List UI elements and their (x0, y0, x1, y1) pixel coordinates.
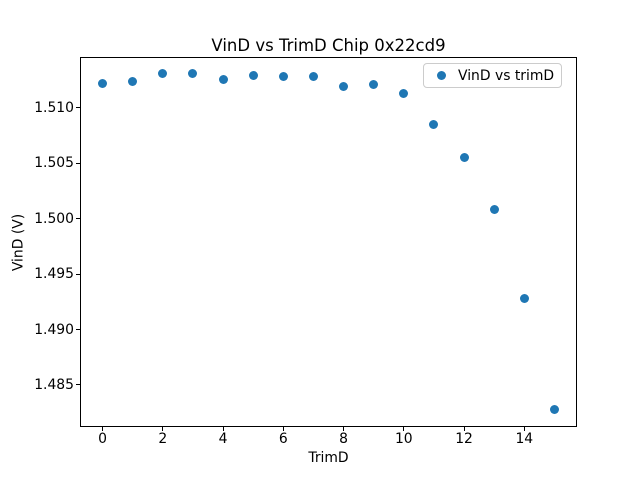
x-axis-label: TrimD (308, 450, 349, 466)
x-tick-mark (162, 427, 164, 431)
y-tick-mark (76, 107, 80, 109)
y-tick-label: 1.495 (34, 266, 74, 283)
y-tick-label: 1.505 (34, 155, 74, 172)
data-point (549, 404, 559, 414)
x-tick-mark (282, 427, 284, 431)
y-tick-mark (76, 218, 80, 220)
y-tick-mark (76, 162, 80, 164)
data-point (399, 89, 409, 99)
legend-label: VinD vs trimD (458, 67, 555, 84)
data-point (158, 69, 168, 79)
x-tick-label: 0 (98, 431, 107, 447)
data-point (519, 293, 529, 303)
data-point (429, 120, 439, 130)
y-tick-label: 1.485 (34, 376, 74, 393)
x-tick-mark (463, 427, 465, 431)
data-point (369, 80, 379, 90)
y-tick-label: 1.500 (34, 210, 74, 227)
x-tick-mark (523, 427, 525, 431)
x-tick-label: 4 (218, 431, 228, 447)
x-tick-label: 12 (455, 431, 473, 447)
y-tick-mark (76, 329, 80, 330)
data-point (489, 205, 499, 215)
y-tick-label: 1.490 (34, 321, 74, 338)
x-tick-label: 10 (394, 431, 413, 447)
x-tick-mark (102, 427, 104, 431)
y-tick-mark (76, 273, 80, 275)
data-point (128, 76, 138, 86)
y-tick-label: 1.510 (34, 99, 74, 116)
data-point (248, 71, 258, 81)
data-point (188, 69, 198, 79)
data-point (98, 79, 108, 89)
data-point (308, 72, 318, 82)
legend-marker-dot (437, 71, 446, 80)
data-point (339, 82, 349, 92)
x-tick-label: 6 (278, 431, 288, 447)
x-tick-mark (343, 427, 345, 431)
chart-title: VinD vs TrimD Chip 0x22cd9 (211, 36, 446, 55)
y-tick-mark (76, 384, 80, 386)
x-tick-label: 8 (339, 431, 348, 447)
data-point (218, 74, 228, 84)
legend: VinD vs trimD (423, 63, 562, 88)
plot-area (80, 57, 577, 427)
x-tick-label: 2 (158, 431, 168, 447)
x-tick-mark (403, 427, 405, 431)
data-point (278, 72, 288, 82)
x-tick-mark (222, 427, 224, 431)
x-tick-label: 14 (515, 431, 534, 447)
data-point (459, 153, 469, 163)
